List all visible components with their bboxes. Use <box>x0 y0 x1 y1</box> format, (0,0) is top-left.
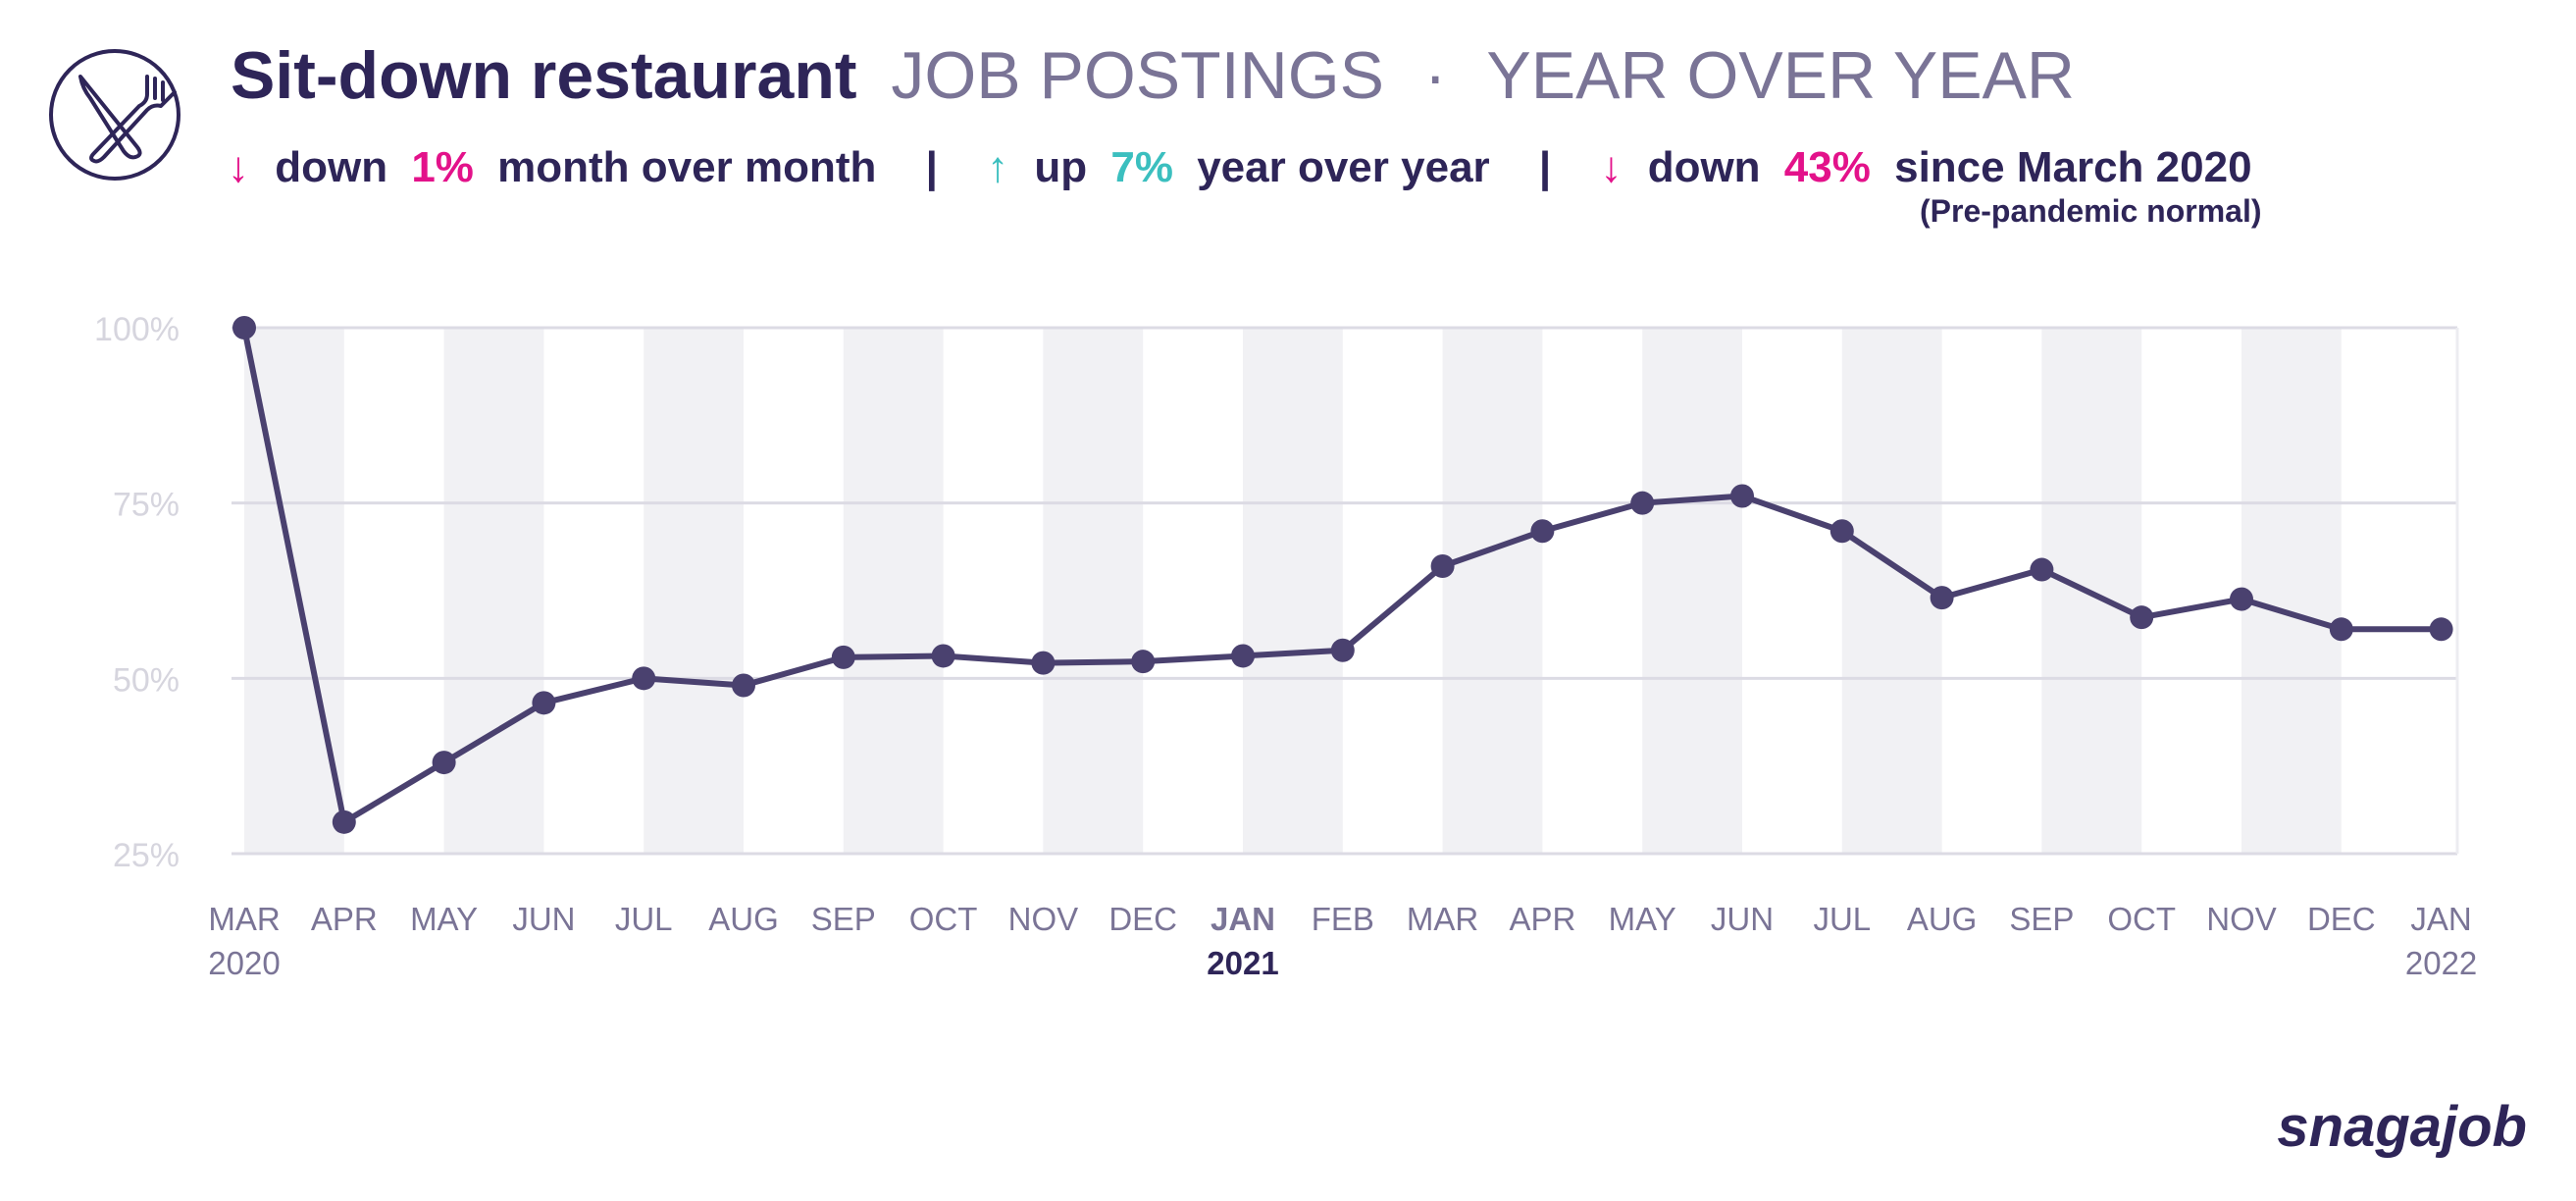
data-point <box>831 645 855 669</box>
month-band <box>644 328 744 854</box>
y-axis: 100% 75% 50% 25% <box>94 311 180 874</box>
stat-2-label: year over year <box>1197 143 1489 191</box>
stat-1-arrow-icon: ↓ <box>228 143 249 191</box>
y-tick-label: 100% <box>94 311 180 348</box>
month-band <box>1043 328 1144 854</box>
stat-1-direction: down <box>275 143 387 191</box>
x-tick-label: NOV <box>2206 901 2277 937</box>
grid-layer <box>232 326 2459 856</box>
x-tick-label: OCT <box>2107 901 2176 937</box>
data-point <box>1530 519 1555 544</box>
x-tick-label: SEP <box>811 901 876 937</box>
data-point <box>931 644 955 668</box>
stat-3-arrow-icon: ↓ <box>1600 143 1622 191</box>
x-tick-label: MAY <box>410 901 478 937</box>
month-band <box>1243 328 1343 854</box>
data-point <box>2130 605 2154 630</box>
month-band <box>1642 328 1742 854</box>
stat-2-arrow-icon: ↑ <box>987 143 1008 191</box>
stat-3-label: since March 2020 <box>1894 143 2251 191</box>
data-point <box>2329 617 2353 642</box>
title-separator: · <box>1424 38 1447 113</box>
x-tick-label: AUG <box>708 901 779 937</box>
x-tick-label: JAN <box>2410 901 2471 937</box>
y-tick-label: 50% <box>113 661 180 699</box>
x-tick-label: NOV <box>1008 901 1079 937</box>
month-band <box>1442 328 1543 854</box>
x-tick-label: DEC <box>2307 901 2376 937</box>
stat-2-direction: up <box>1034 143 1087 191</box>
data-point <box>2030 557 2054 582</box>
data-point <box>2429 617 2453 642</box>
chart-subtitle: JOB POSTINGS <box>891 38 1384 113</box>
data-point <box>632 666 656 691</box>
x-tick-label: APR <box>311 901 378 937</box>
data-point <box>1031 651 1056 675</box>
x-tick-label: FEB <box>1312 901 1374 937</box>
data-point <box>732 673 755 698</box>
x-tick-label: MAY <box>1609 901 1676 937</box>
band-layer <box>244 328 2342 854</box>
stat-3-value: 43% <box>1784 143 1871 191</box>
x-tick-label: APR <box>1509 901 1575 937</box>
data-point <box>1829 519 1854 544</box>
stat-1-value: 1% <box>411 143 474 191</box>
series-layer <box>232 316 2453 834</box>
stat-divider-1: | <box>926 143 938 192</box>
x-tick-label: OCT <box>909 901 978 937</box>
data-point <box>1131 650 1156 674</box>
stat-1-label: month over month <box>497 143 876 191</box>
data-point <box>232 316 256 339</box>
pre-pandemic-note: (Pre-pandemic normal) <box>1920 193 2262 229</box>
data-point <box>1730 484 1754 508</box>
x-tick-label: SEP <box>2009 901 2074 937</box>
stat-divider-2: | <box>1539 143 1551 192</box>
x-tick-label: MAR <box>1407 901 1478 937</box>
stat-3-direction: down <box>1648 143 1761 191</box>
data-point <box>332 809 356 834</box>
page-title: Sit-down restaurant JOB POSTINGS · YEAR … <box>231 38 2075 113</box>
month-band <box>2241 328 2342 854</box>
x-tick-label: MAR <box>208 901 280 937</box>
stats-line: ↓ down 1% month over month | ↑ up 7% yea… <box>228 143 2252 192</box>
month-band <box>843 328 944 854</box>
y-tick-label: 25% <box>113 837 180 874</box>
x-year-label: 2020 <box>208 945 280 981</box>
data-point <box>2230 587 2253 611</box>
x-tick-label: JUN <box>1711 901 1774 937</box>
x-tick-label: AUG <box>1907 901 1978 937</box>
data-point <box>1930 586 1954 610</box>
chart-subtitle-2: YEAR OVER YEAR <box>1486 38 2075 113</box>
x-year-label: 2021 <box>1207 945 1278 981</box>
data-point <box>1430 553 1455 578</box>
fork-knife-icon <box>49 49 180 181</box>
x-tick-label: JUN <box>512 901 575 937</box>
data-point <box>432 751 456 775</box>
month-band <box>443 328 544 854</box>
x-tick-label: JAN <box>1211 901 1275 937</box>
y-tick-label: 75% <box>113 487 180 524</box>
brand-logo: snagajob <box>2277 1095 2527 1159</box>
x-year-label: 2022 <box>2405 945 2477 981</box>
x-tick-label: JUL <box>615 901 673 937</box>
x-axis: MAR APR MAY JUN JUL AUG SEP OCT NOV DEC JAN FEB MAR A… <box>208 901 2477 981</box>
chart-title: Sit-down restaurant <box>231 38 857 113</box>
stat-2-value: 7% <box>1110 143 1173 191</box>
data-point <box>1630 491 1655 515</box>
x-tick-label: JUL <box>1813 901 1871 937</box>
data-point <box>532 691 556 715</box>
month-band <box>1841 328 1942 854</box>
data-point <box>1231 644 1255 668</box>
x-tick-label: DEC <box>1108 901 1177 937</box>
data-point <box>1330 638 1355 662</box>
